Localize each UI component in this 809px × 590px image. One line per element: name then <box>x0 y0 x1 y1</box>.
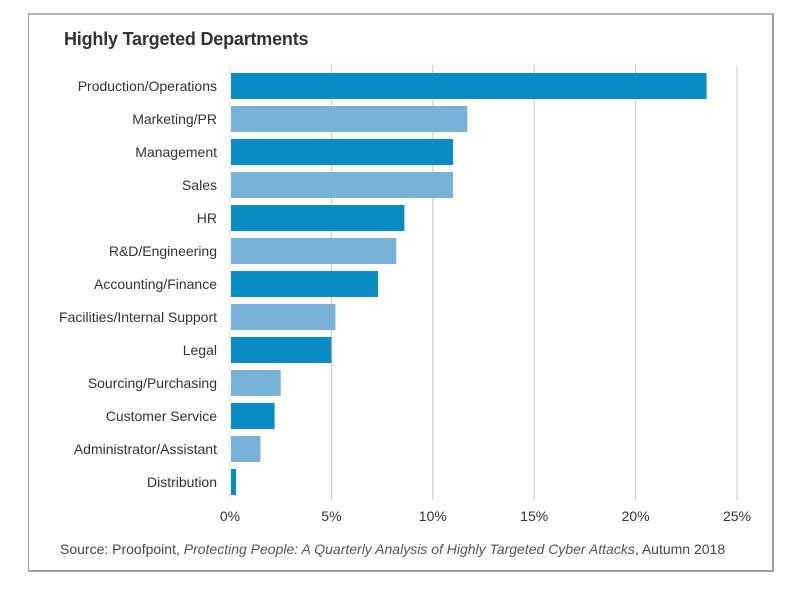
bars <box>231 73 707 495</box>
bar-sourcing-purchasing <box>231 370 281 396</box>
source-prefix: Source: Proofpoint, <box>60 541 184 557</box>
source-note: Source: Proofpoint, Protecting People: A… <box>60 541 725 557</box>
category-label: Distribution <box>147 474 217 490</box>
x-tick-labels: 0% 5% 10% 15% 20% 25% <box>220 508 751 524</box>
category-label: Sales <box>182 177 217 193</box>
bar-sales <box>231 172 454 198</box>
bar-facilities-internal-support <box>231 304 336 330</box>
bar-distribution <box>231 469 237 495</box>
bar-marketing-pr <box>231 106 468 132</box>
bar-management <box>231 139 454 165</box>
x-tick-label: 20% <box>622 508 650 524</box>
x-tick-label: 10% <box>419 508 447 524</box>
category-label: Production/Operations <box>78 78 217 94</box>
category-label: Marketing/PR <box>132 111 217 127</box>
category-label: Legal <box>183 342 217 358</box>
bar-legal <box>231 337 332 363</box>
category-label: Accounting/Finance <box>94 276 217 292</box>
category-label: Sourcing/Purchasing <box>88 375 217 391</box>
source-suffix: , Autumn 2018 <box>634 541 726 557</box>
category-label: HR <box>197 210 217 226</box>
bar-r-d-engineering <box>231 238 397 264</box>
x-tick-label: 25% <box>723 508 751 524</box>
category-label: Management <box>135 144 217 160</box>
category-label: Facilities/Internal Support <box>59 309 217 325</box>
bar-production-operations <box>231 73 707 99</box>
x-tick-label: 5% <box>321 508 341 524</box>
category-label: Customer Service <box>106 408 217 424</box>
x-tick-label: 0% <box>220 508 240 524</box>
source-publication: Protecting People: A Quarterly Analysis … <box>183 541 635 557</box>
category-label: Administrator/Assistant <box>74 441 217 457</box>
bar-administrator-assistant <box>231 436 261 462</box>
chart-title: Highly Targeted Departments <box>64 29 309 49</box>
bar-accounting-finance <box>231 271 379 297</box>
x-tick-label: 15% <box>520 508 548 524</box>
bar-customer-service <box>231 403 275 429</box>
category-labels: Production/Operations Marketing/PR Managem… <box>59 78 217 490</box>
bar-hr <box>231 205 405 231</box>
category-label: R&D/Engineering <box>109 243 217 259</box>
